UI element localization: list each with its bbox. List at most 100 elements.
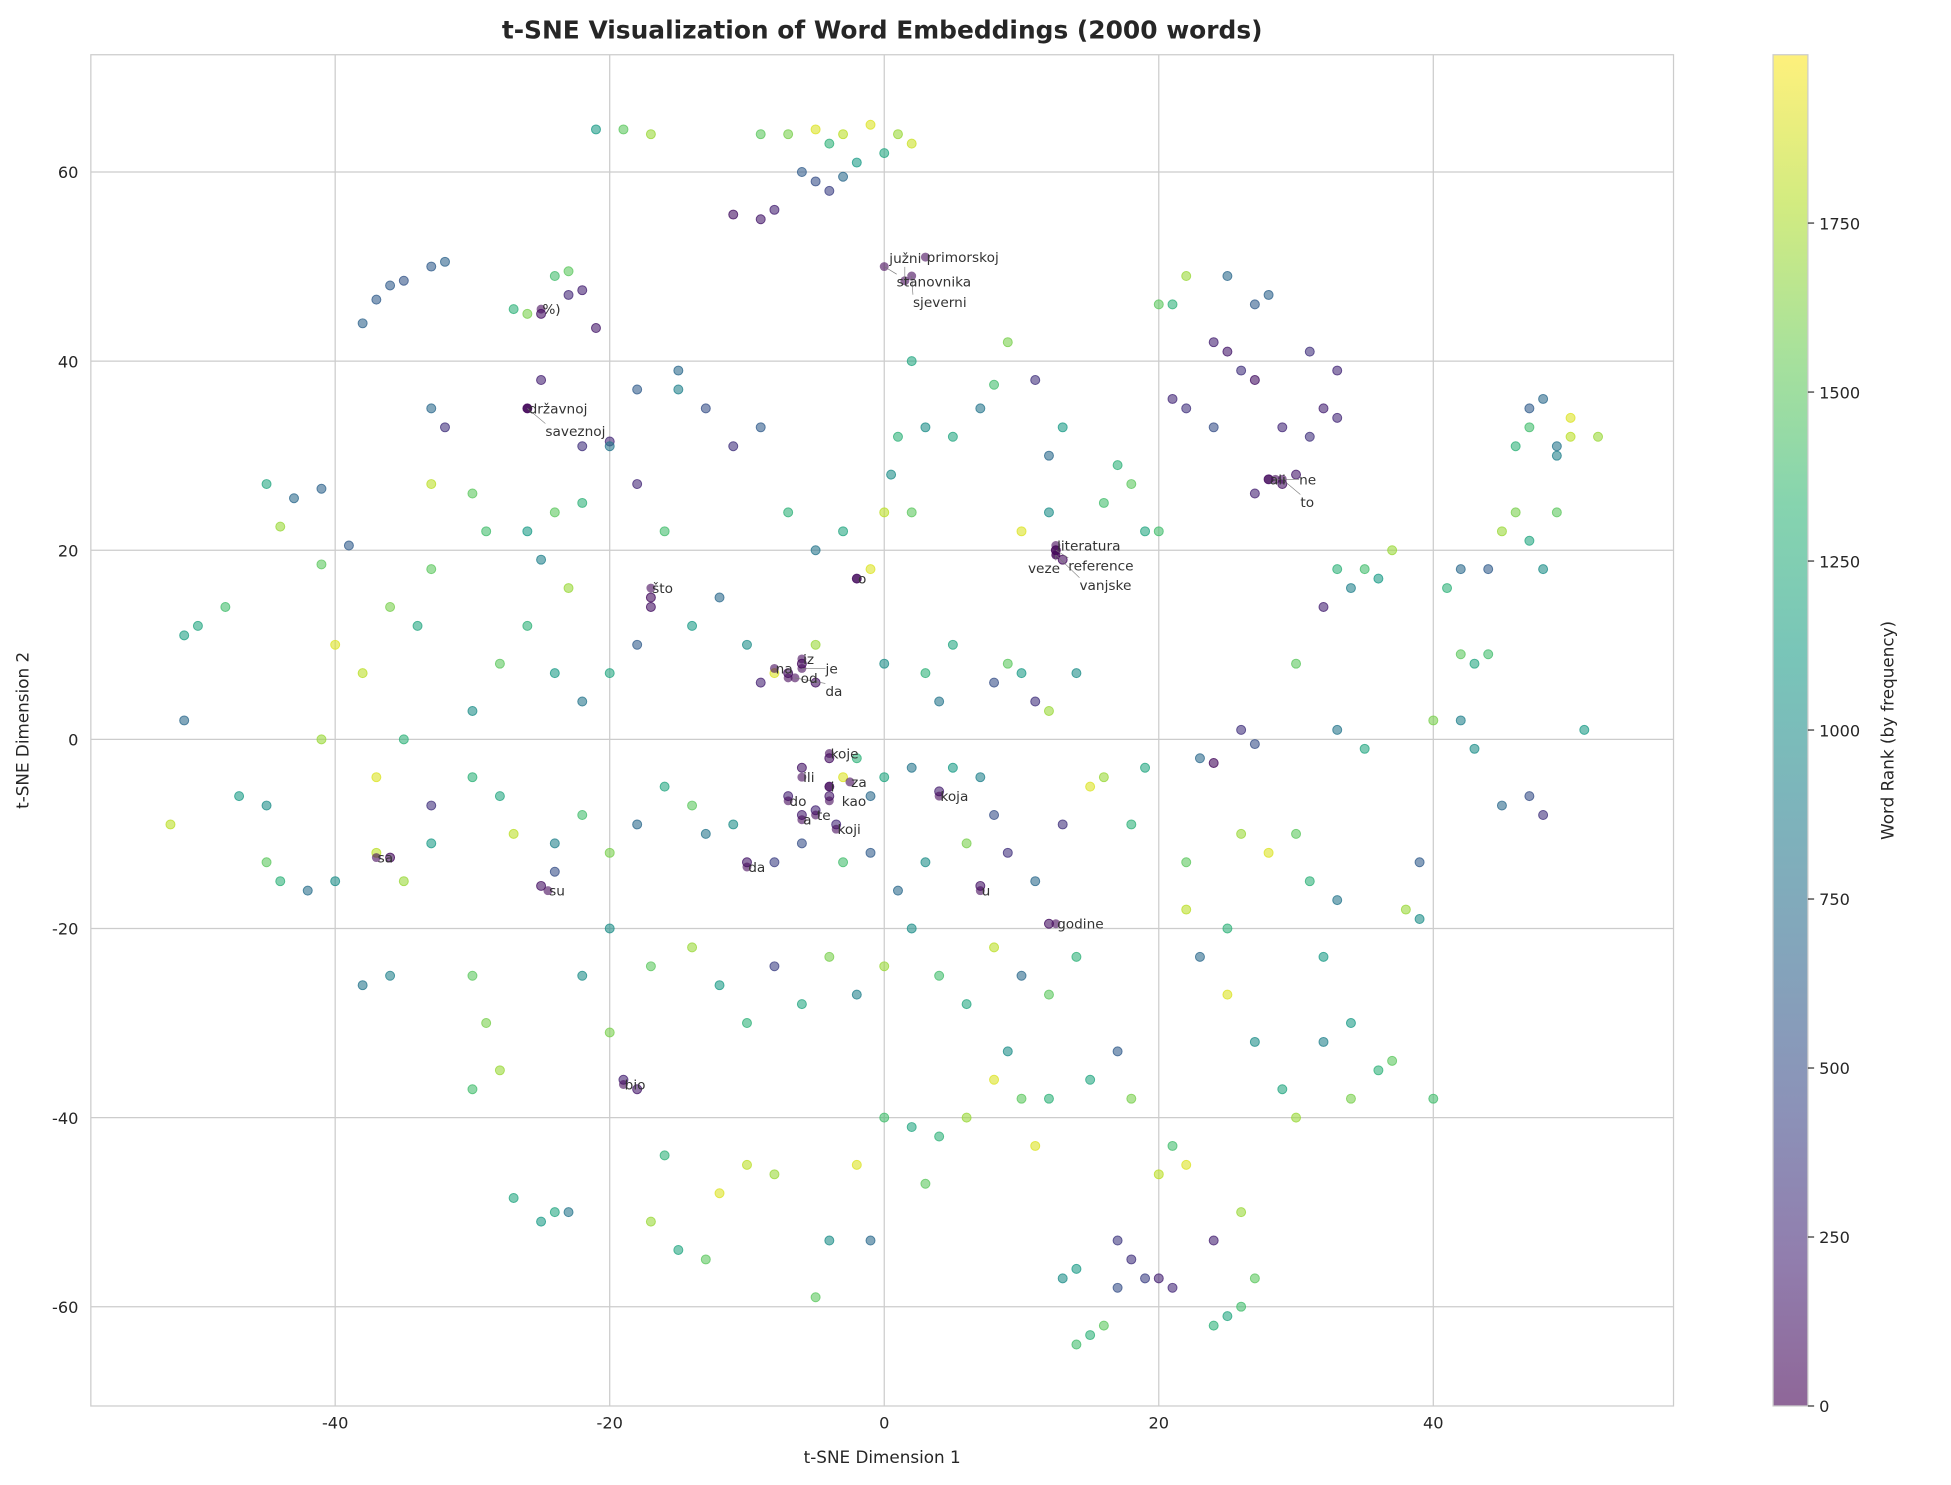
word-label: literatura [1057, 538, 1120, 554]
chart-title: t-SNE Visualization of Word Embeddings (… [502, 16, 1263, 45]
data-point [1373, 573, 1384, 584]
labeled-point [371, 853, 381, 863]
data-point [398, 275, 409, 286]
data-point [1249, 375, 1260, 386]
data-point [838, 526, 849, 537]
data-point [673, 365, 684, 376]
data-point [865, 791, 876, 802]
x-tick-label: 40 [1423, 1413, 1444, 1432]
data-point [1483, 564, 1494, 575]
y-tick-label: 60 [58, 163, 79, 182]
data-point [755, 422, 766, 433]
data-point [549, 838, 560, 849]
data-point [1194, 753, 1205, 764]
data-point [906, 1122, 917, 1133]
data-point [1057, 422, 1068, 433]
labeled-point [797, 815, 807, 825]
data-point [632, 639, 643, 650]
data-point [1249, 739, 1260, 750]
data-point [989, 942, 1000, 953]
data-point [1002, 847, 1013, 858]
labeled-point [543, 886, 553, 896]
colorbar-tick-label: 1000 [1819, 721, 1860, 740]
data-point [783, 129, 794, 140]
data-point [1345, 583, 1356, 594]
labeled-point [797, 654, 807, 664]
labeled-point [742, 862, 752, 872]
data-point [536, 554, 547, 565]
data-point [879, 658, 890, 669]
label-leader-line [527, 408, 546, 424]
data-point [769, 961, 780, 972]
data-point [989, 379, 1000, 390]
data-point [755, 214, 766, 225]
data-point [824, 185, 835, 196]
data-point [1222, 923, 1233, 934]
data-point [1332, 895, 1343, 906]
colorbar-tick-label: 1750 [1819, 214, 1860, 233]
data-point [796, 167, 807, 177]
data-point [1304, 431, 1315, 442]
data-point [1016, 668, 1027, 679]
labeled-point [646, 583, 656, 593]
data-point [934, 1131, 945, 1142]
data-point [1208, 1320, 1219, 1331]
data-point [1167, 393, 1178, 404]
data-point [1318, 601, 1329, 612]
data-point [426, 479, 437, 490]
labeled-point [1051, 919, 1061, 929]
y-tick-label: -40 [52, 1109, 78, 1128]
data-point [1263, 289, 1274, 300]
data-point [947, 431, 958, 442]
data-point [316, 559, 327, 570]
data-point [1428, 1093, 1439, 1104]
data-point [426, 403, 437, 414]
word-label: godine [1057, 917, 1104, 933]
data-point [865, 1235, 876, 1246]
data-point [1071, 951, 1082, 962]
data-point [275, 521, 286, 532]
data-point [1222, 346, 1233, 357]
data-point [357, 668, 368, 679]
data-point [330, 639, 341, 650]
word-label: %) [542, 302, 560, 318]
data-point [261, 857, 272, 868]
word-label: bio [625, 1077, 646, 1093]
x-tick-label: 0 [879, 1413, 889, 1432]
data-point [892, 129, 903, 140]
data-point [1455, 564, 1466, 575]
data-point [824, 138, 835, 149]
data-point [536, 880, 547, 891]
data-point [632, 1084, 643, 1095]
data-point [549, 668, 560, 679]
data-point [604, 847, 615, 858]
x-tick-label: -20 [597, 1413, 623, 1432]
data-point [810, 176, 821, 187]
data-point [577, 285, 588, 296]
colorbar-ticks: 0 250 500 750 1000 1250 1500 1750 [1807, 214, 1860, 1416]
data-point [385, 970, 396, 981]
word-label: primorskoj [927, 250, 999, 266]
word-label: za [851, 775, 867, 791]
data-point [371, 294, 382, 305]
labeled-point [920, 252, 930, 262]
data-point [398, 734, 409, 745]
data-point [769, 857, 780, 868]
data-point [604, 441, 615, 452]
data-point [1085, 781, 1096, 792]
data-point [838, 857, 849, 868]
data-point [1043, 1093, 1054, 1104]
word-label: ali [1270, 472, 1286, 488]
data-point [289, 493, 299, 504]
data-point [1249, 1273, 1260, 1284]
data-point [1551, 507, 1562, 518]
data-point [1085, 1074, 1096, 1085]
data-point [879, 772, 890, 783]
data-point [1098, 497, 1109, 508]
data-point [1455, 715, 1466, 726]
data-point [906, 923, 917, 934]
data-point [1208, 422, 1219, 433]
data-point [1043, 507, 1054, 518]
data-point [604, 923, 615, 934]
data-point [577, 970, 588, 981]
